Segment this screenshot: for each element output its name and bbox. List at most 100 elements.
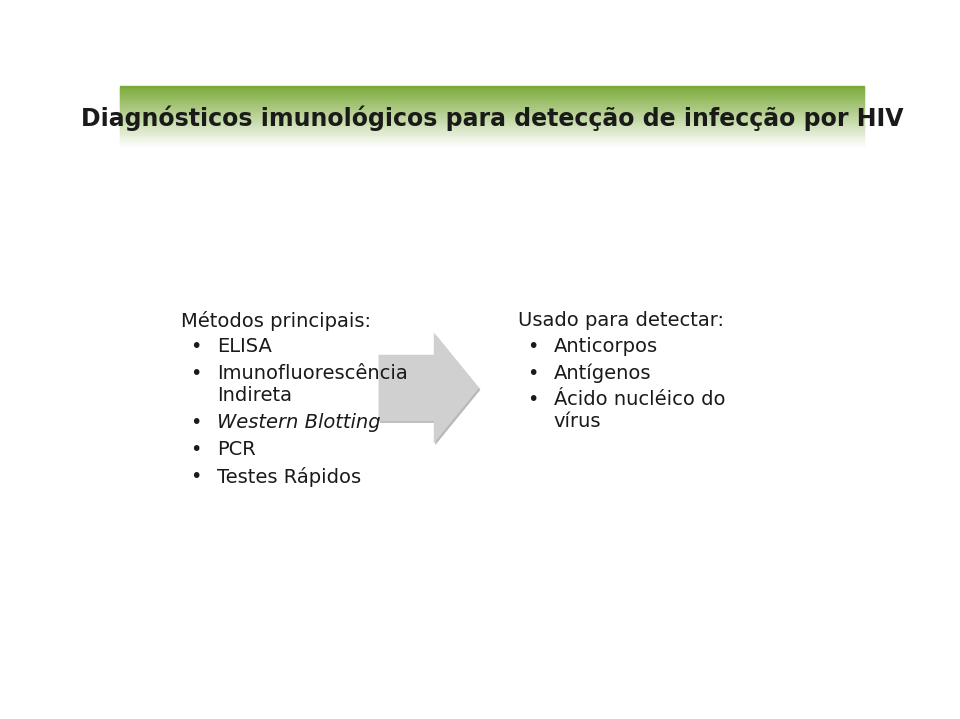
Bar [120,226,864,229]
Bar [120,623,864,625]
Text: Testes Rápidos: Testes Rápidos [217,467,361,487]
Bar [120,255,864,258]
Bar [120,486,864,489]
Bar [120,303,864,306]
Bar [120,503,864,505]
Bar [120,114,864,116]
Bar [120,567,864,569]
Bar [120,429,864,431]
Bar [120,558,864,561]
Bar [120,257,864,260]
Bar [120,625,864,627]
Bar [120,134,864,136]
Bar [120,455,864,457]
Bar [120,272,864,275]
Bar [120,421,864,424]
Bar [120,499,864,502]
Bar [120,577,864,579]
Bar [120,377,864,380]
Bar [120,433,864,435]
Bar [120,242,864,245]
Bar [120,248,864,250]
Bar [120,473,864,476]
Bar [120,322,864,324]
Bar [120,470,864,472]
Bar [120,228,864,230]
Bar [120,438,864,441]
Bar [120,606,864,608]
Bar [120,296,864,298]
Bar [120,259,864,262]
Bar [120,449,864,452]
Bar [120,600,864,603]
Bar [120,200,864,203]
Bar [120,457,864,459]
Bar [120,102,864,105]
Bar [120,626,864,629]
Bar [120,431,864,434]
Bar [120,405,864,408]
Bar [120,287,864,289]
Bar [120,628,864,631]
Bar [120,395,864,398]
Bar [120,340,864,343]
Bar [120,161,864,164]
Bar [120,206,864,208]
Bar [120,178,864,180]
Text: ELISA: ELISA [217,337,272,356]
Bar [120,381,864,383]
Bar [120,250,864,252]
Bar [120,636,864,638]
Bar [120,423,864,426]
Bar [120,514,864,516]
Bar [120,451,864,454]
Bar [120,582,864,585]
Bar [120,566,864,568]
Bar [120,468,864,470]
Bar [120,221,864,223]
Bar [120,208,864,210]
Bar [120,167,864,170]
Bar [120,523,864,526]
Bar [120,580,864,582]
Bar [120,346,864,348]
Bar [120,326,864,328]
Bar [120,336,864,339]
Bar [120,464,864,467]
Bar [120,361,864,363]
Bar [120,154,864,157]
Bar [120,447,864,450]
Bar [120,434,864,437]
Bar [120,355,864,357]
Bar [120,344,864,347]
Bar [120,235,864,237]
Bar [120,385,864,387]
Bar [120,446,864,448]
Polygon shape [378,333,479,444]
Bar [120,532,864,535]
Bar [120,414,864,416]
Bar [120,501,864,503]
Bar [120,147,864,149]
Bar [120,466,864,468]
Bar [120,413,864,415]
Bar [120,307,864,310]
Bar [120,525,864,527]
Bar [120,372,864,374]
Bar [120,280,864,282]
Bar [120,88,864,90]
Bar [120,444,864,446]
Bar [120,408,864,411]
Bar [120,527,864,529]
Bar [120,621,864,623]
Bar [120,403,864,406]
Bar [120,353,864,356]
Bar [120,370,864,372]
Bar [120,564,864,566]
Polygon shape [380,334,480,445]
Bar [120,289,864,291]
Bar [120,170,864,173]
Bar [120,182,864,184]
Bar [120,183,864,186]
Bar [120,416,864,418]
